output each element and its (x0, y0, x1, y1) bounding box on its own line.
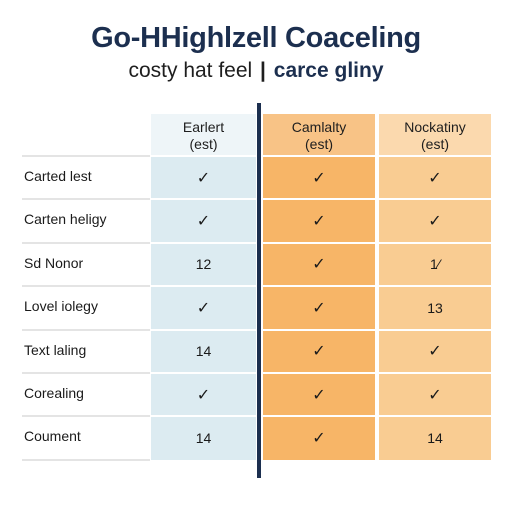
row-label: Coument (24, 428, 81, 445)
row-separator-label (22, 372, 150, 374)
column-header-c-line2: (est) (421, 136, 449, 152)
table-cell-value: 1⁄ (429, 256, 441, 273)
table-cell-value: 14 (427, 430, 443, 447)
table-cell-value: 14 (195, 430, 212, 447)
column-header-b-line1: Camlalty (291, 119, 347, 135)
row-label: Text laling (24, 341, 87, 358)
row-separator-label (22, 458, 150, 461)
row-label: Carted lest (24, 168, 92, 184)
row-separator-label (22, 285, 150, 288)
check-icon: ✓ (428, 386, 442, 404)
check-icon: ✓ (312, 430, 326, 448)
check-icon: ✓ (312, 169, 326, 187)
row-label: Corealing (24, 385, 84, 401)
row-label: Sd Nonor (24, 254, 84, 271)
page-title: Go-HHighlzell Coaceling (91, 22, 421, 54)
subtitle-separator: | (260, 59, 266, 82)
check-icon: ✓ (428, 213, 442, 231)
check-icon: ✓ (196, 169, 211, 187)
subtitle-right: carce gliny (273, 59, 384, 82)
column-header-c-line1: Nockatiny (404, 119, 466, 135)
row-separator-label (22, 241, 150, 244)
check-icon: ✓ (428, 169, 442, 187)
column-header-b-line2: (est) (305, 136, 333, 152)
column-header-b: Camlalty (est) (263, 118, 375, 154)
check-icon: ✓ (312, 343, 326, 361)
column-b-header-background (263, 114, 375, 156)
row-separator-label (22, 415, 150, 418)
check-icon: ✓ (312, 213, 326, 231)
row-label: Carten heligy (24, 211, 107, 228)
check-icon: ✓ (196, 213, 211, 231)
table-cell-value: 14 (195, 343, 212, 360)
check-icon: ✓ (428, 343, 442, 361)
column-header-c: Nockatiny (est) (379, 118, 491, 154)
subtitle-left: costy hat feel (128, 59, 253, 82)
column-a-header-background (151, 114, 256, 156)
column-header-a: Earlert (est) (151, 118, 256, 154)
column-divider (257, 103, 261, 478)
page-subtitle: costy hat feel | carce gliny (0, 59, 512, 83)
check-icon: ✓ (312, 256, 326, 274)
check-icon: ✓ (312, 299, 326, 317)
row-label: Lovel iolegy (24, 298, 98, 315)
column-header-a-line2: (est) (189, 136, 218, 152)
table-cell-value: 13 (427, 299, 443, 316)
column-header-a-line1: Earlert (182, 119, 225, 135)
check-icon: ✓ (196, 386, 211, 404)
column-c-header-background (379, 114, 491, 156)
row-separator-label (22, 155, 150, 157)
check-icon: ✓ (312, 386, 326, 404)
table-cell-value: 12 (195, 256, 212, 273)
row-separator-label (22, 198, 150, 201)
check-icon: ✓ (196, 299, 211, 317)
row-separator-label (22, 328, 150, 331)
